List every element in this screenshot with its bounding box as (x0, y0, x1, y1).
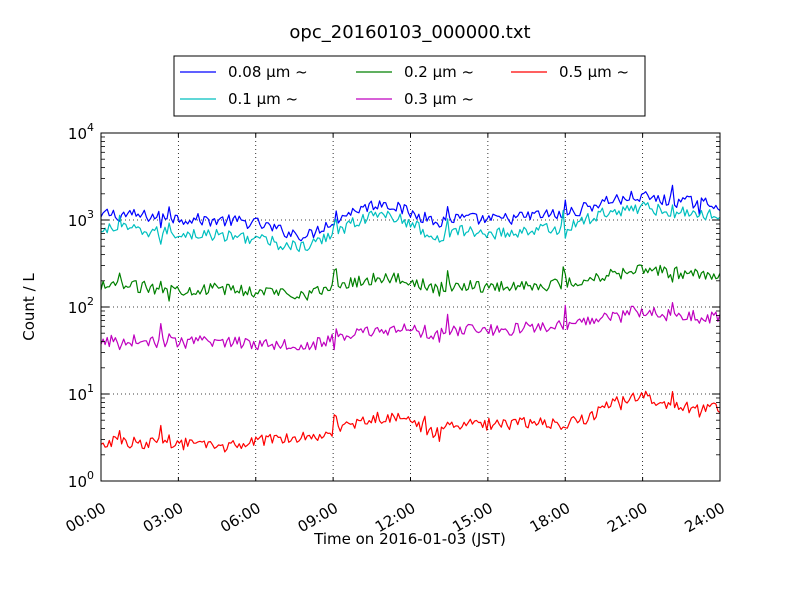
legend-label: 0.2 μm ~ (404, 63, 474, 81)
legend-label: 0.5 μm ~ (559, 63, 629, 81)
x-axis-label: Time on 2016-01-03 (JST) (313, 530, 506, 548)
plot-area (101, 133, 720, 481)
series-line (100, 302, 721, 351)
legend: 0.08 μm ~ 0.1 μm ~ 0.2 μm ~ 0.3 μm ~ 0.5 μm … (173, 55, 646, 117)
legend-label: 0.08 μm ~ (228, 63, 308, 81)
legend-label: 0.3 μm ~ (404, 90, 474, 108)
legend-box (173, 55, 646, 117)
series-line (100, 201, 721, 253)
ticks (100, 132, 721, 482)
y-axis-label: Count / L (20, 273, 38, 341)
legend-label: 0.1 μm ~ (228, 90, 298, 108)
series-line (100, 184, 721, 242)
series-lines (100, 184, 721, 453)
series-line (100, 390, 721, 453)
chart-title: opc_20160103_000000.txt (289, 22, 530, 43)
series-line (100, 264, 721, 302)
